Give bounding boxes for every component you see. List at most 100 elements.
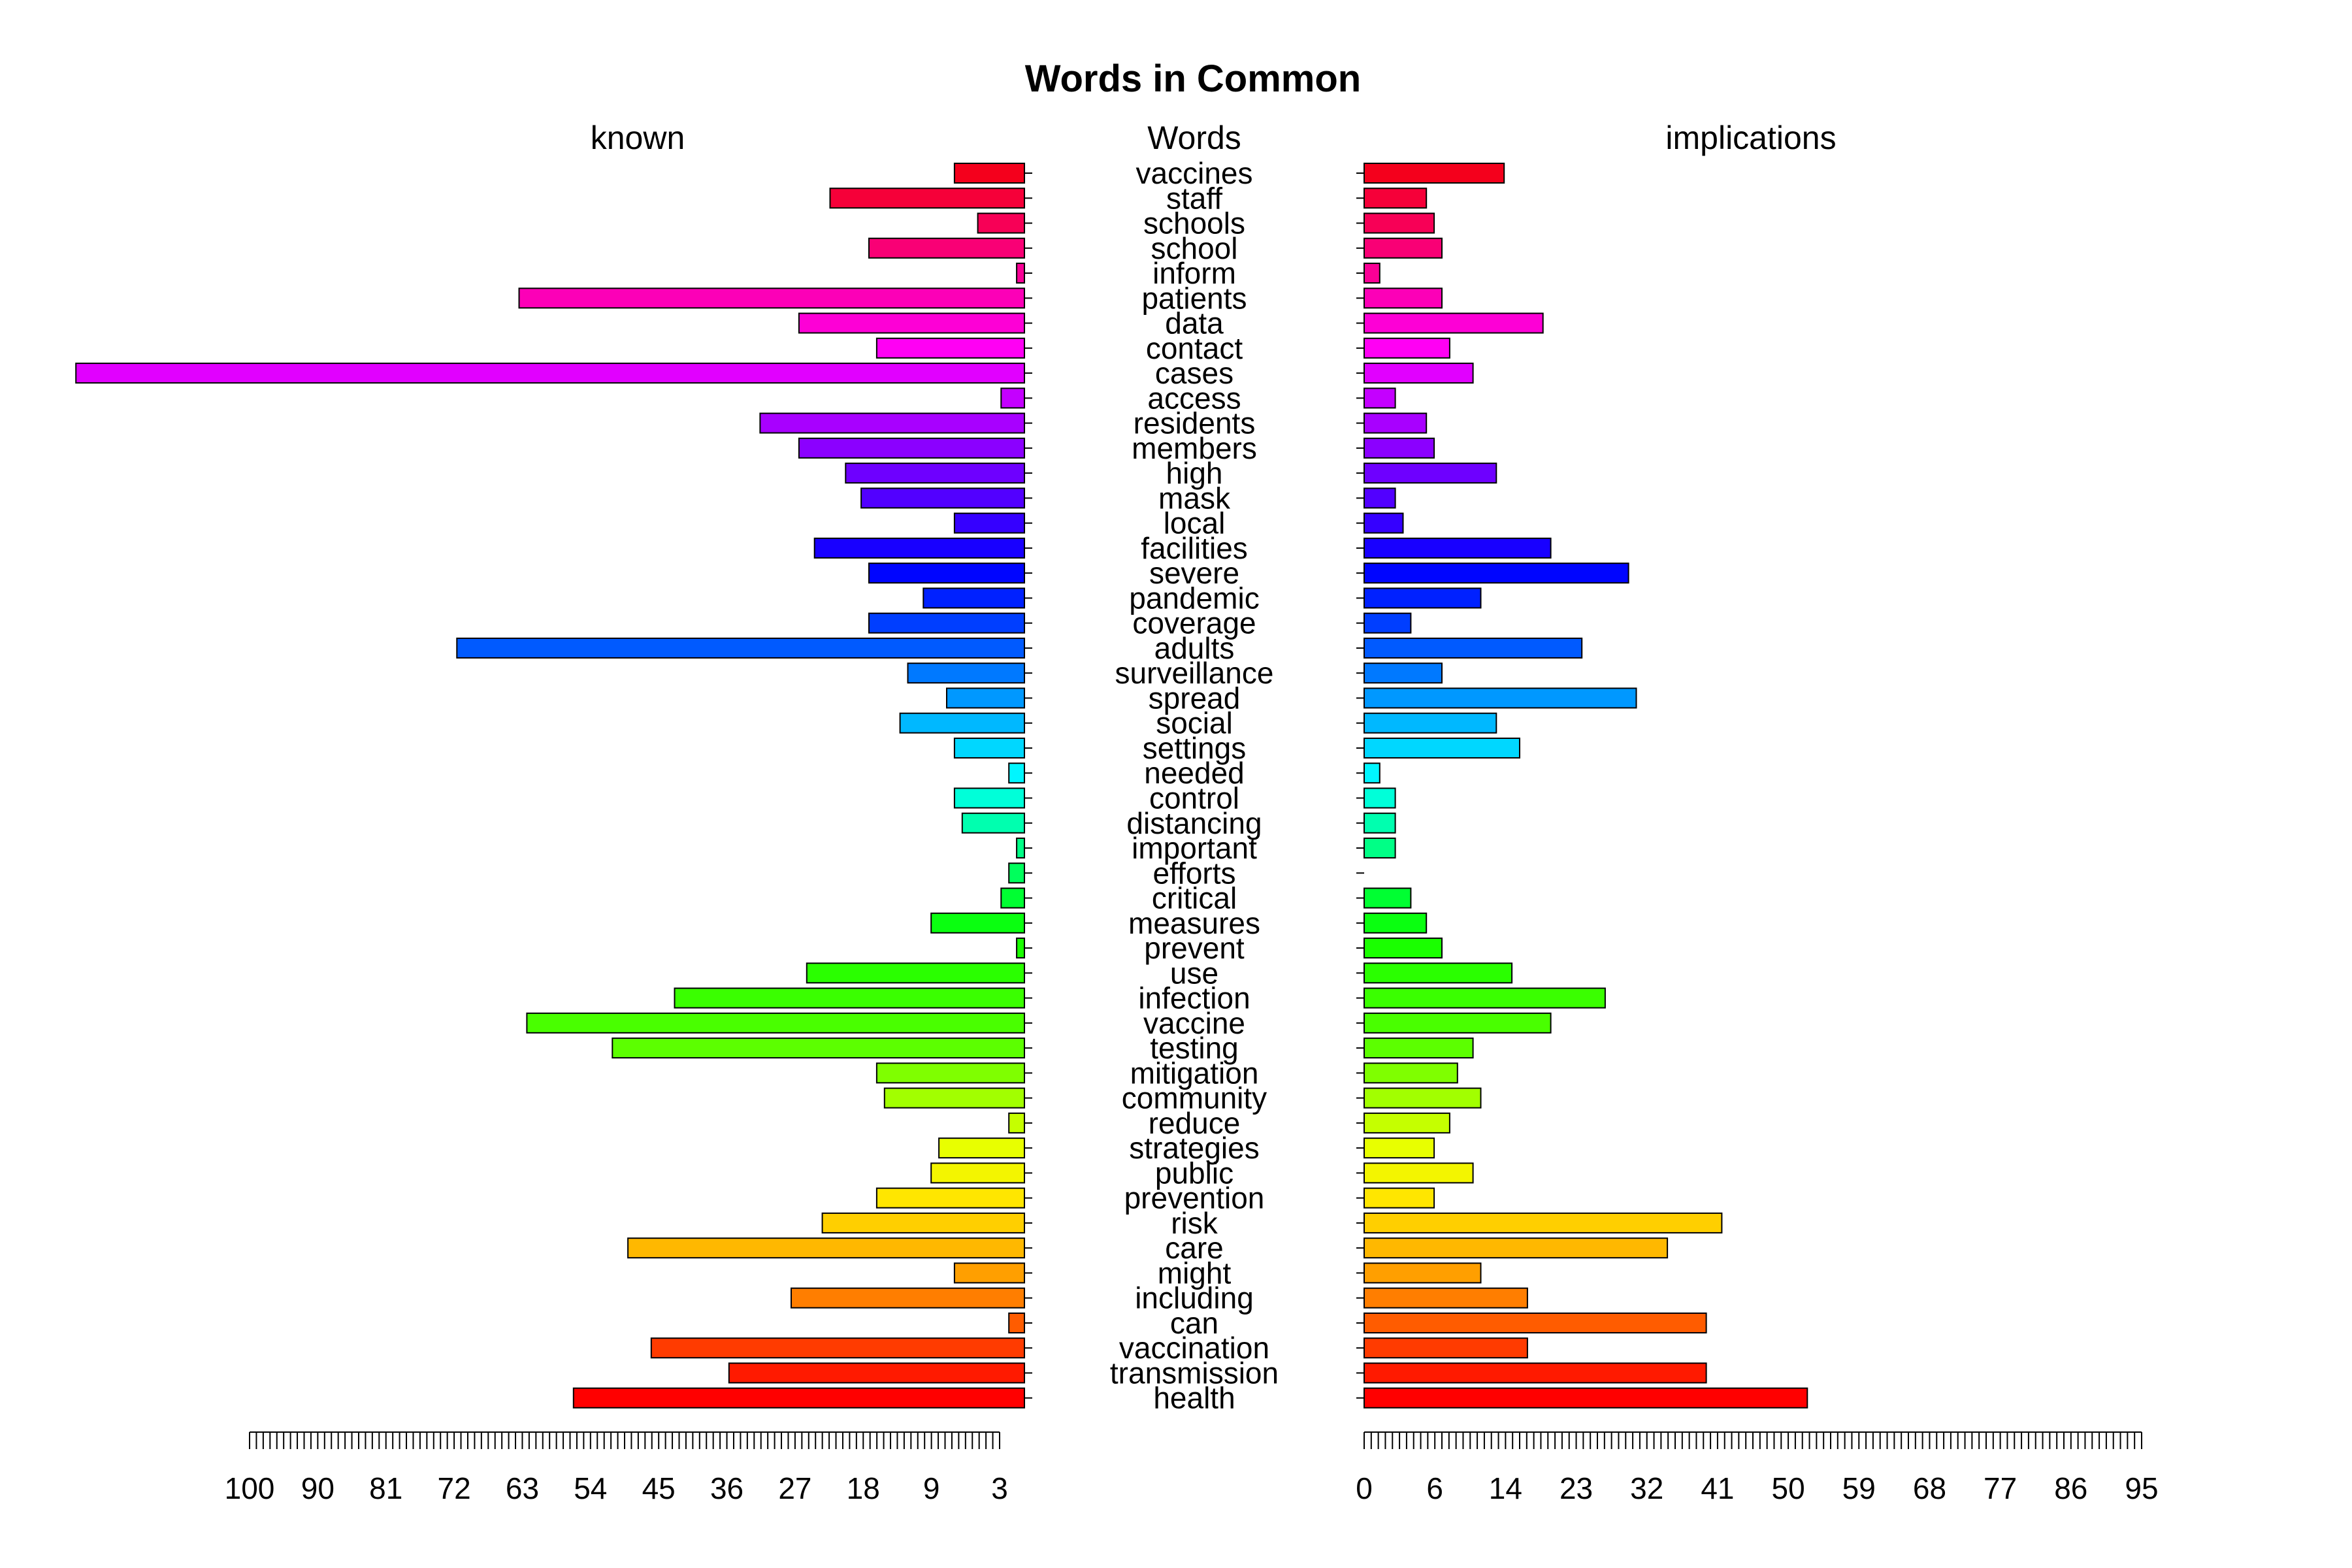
bar-implications-coverage [1364,612,1412,634]
word-label-efforts: efforts [1153,856,1236,890]
bar-known-use [806,962,1026,984]
word-label-data: data [1165,306,1224,340]
bar-implications-spread [1364,687,1637,709]
word-label-care: care [1165,1231,1223,1265]
bar-implications-members [1364,437,1435,459]
right-axis: 0 6 14 23 32 41 50 59 68 77 86 95 [1356,1431,2159,1505]
bar-known-including [791,1287,1025,1309]
bar-known-adults [456,637,1025,659]
bar-implications-distancing [1364,812,1396,834]
word-label-infection: infection [1138,981,1250,1015]
right-bars [1356,163,1808,1409]
bar-known-care [627,1237,1025,1259]
bar-known-public [930,1162,1025,1184]
bar-known-risk [821,1212,1025,1233]
bar-known-staff [829,188,1025,209]
word-label-critical: critical [1152,881,1237,915]
word-label-needed: needed [1144,756,1245,790]
bar-implications-vaccines [1364,163,1505,184]
bar-known-social [899,712,1025,734]
bar-implications-prevent [1364,938,1443,959]
word-label-spread: spread [1149,681,1241,715]
bar-implications-contact [1364,337,1450,359]
bar-known-patients [518,287,1025,309]
bar-known-vaccination [650,1337,1025,1359]
bar-known-data [798,312,1026,334]
word-label-school: school [1151,231,1238,265]
word-label-control: control [1149,781,1239,815]
bar-known-school [868,237,1025,259]
bar-implications-needed [1364,762,1380,784]
bar-implications-testing [1364,1037,1474,1059]
bar-implications-residents [1364,412,1428,434]
word-label-pandemic: pandemic [1129,581,1259,615]
word-label-prevent: prevent [1144,931,1245,965]
bar-implications-mitigation [1364,1062,1458,1084]
bar-known-strategies [938,1137,1025,1159]
word-label-mitigation: mitigation [1130,1056,1259,1090]
left-axis-tick-label: 63 [506,1471,539,1505]
bar-known-coverage [868,612,1025,634]
bar-implications-adults [1364,637,1583,659]
left-axis: 100 90 81 72 63 54 45 36 27 18 9 3 [225,1431,1008,1505]
word-label-social: social [1156,706,1233,740]
bar-known-control [953,787,1026,809]
word-label-residents: residents [1134,406,1256,440]
word-label-facilities: facilities [1141,531,1248,565]
right-axis-tick-label: 41 [1701,1471,1734,1505]
left-axis-tick-label: 27 [778,1471,811,1505]
word-label-distancing: distancing [1126,806,1262,840]
center-panel-label: Words [1147,120,1241,156]
bar-known-distancing [961,812,1026,834]
bar-implications-facilities [1364,537,1552,559]
bar-known-inform [1016,263,1025,284]
bar-implications-strategies [1364,1137,1435,1159]
bar-implications-high [1364,463,1497,484]
right-axis-tick-label: 0 [1356,1471,1373,1505]
right-axis-tick-label: 59 [1842,1471,1876,1505]
right-axis-tick-label: 77 [1984,1471,2017,1505]
right-axis-tick-label: 95 [2125,1471,2158,1505]
left-axis-tick-label: 100 [225,1471,275,1505]
bar-implications-data [1364,312,1544,334]
word-label-risk: risk [1171,1206,1218,1240]
bar-known-testing [612,1037,1025,1059]
bar-implications-can [1364,1312,1707,1333]
bar-implications-patients [1364,287,1443,309]
bar-known-access [1000,387,1026,409]
word-label-patients: patients [1141,281,1247,315]
bar-known-prevention [875,1187,1026,1209]
word-label-vaccines: vaccines [1136,156,1253,190]
right-axis-tick-label: 86 [2054,1471,2087,1505]
bar-implications-care [1364,1237,1669,1259]
bar-known-health [572,1387,1025,1409]
left-axis-tick-label: 9 [923,1471,940,1505]
bar-known-severe [868,563,1025,584]
word-label-members: members [1132,431,1257,465]
bar-known-measures [930,912,1025,934]
bar-known-spread [946,687,1025,709]
bar-known-pandemic [923,587,1026,609]
word-labels: vaccinesstaffschoolsschoolinformpatients… [1110,156,1279,1415]
bar-implications-reduce [1364,1112,1450,1134]
word-label-settings: settings [1143,731,1247,765]
right-panel-label: implications [1665,120,1836,156]
bar-implications-use [1364,962,1513,984]
bar-known-prevent [1016,938,1025,959]
bar-implications-school [1364,237,1443,259]
bar-known-important [1016,838,1025,859]
bar-known-residents [759,412,1026,434]
bar-known-might [953,1262,1026,1284]
word-label-coverage: coverage [1132,606,1256,640]
bar-known-settings [953,737,1026,759]
bar-known-members [798,437,1026,459]
left-axis-tick-label: 18 [847,1471,880,1505]
bar-implications-social [1364,712,1497,734]
bar-known-critical [1000,887,1026,909]
bar-implications-access [1364,387,1396,409]
bar-known-reduce [1008,1112,1025,1134]
bar-known-contact [875,337,1026,359]
bar-known-facilities [813,537,1025,559]
bar-known-needed [1008,762,1025,784]
